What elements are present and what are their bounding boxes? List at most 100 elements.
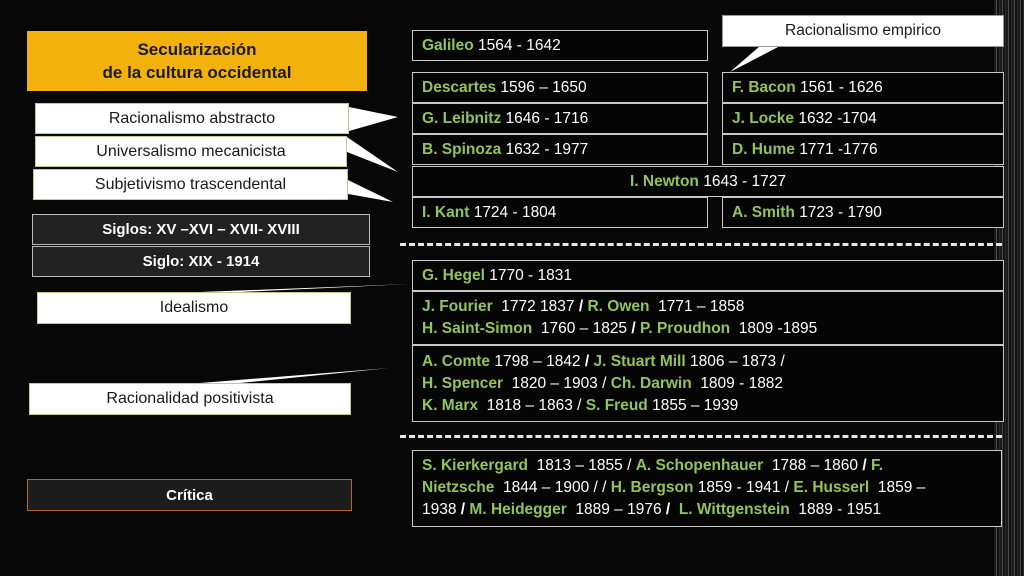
name-fourier: J. Fourier <box>422 298 493 315</box>
separator: / <box>584 352 590 370</box>
dates-saint-simon: 1760 – 1825 <box>540 320 628 337</box>
name-nietzsche: Nietzsche <box>422 479 495 496</box>
name-descartes: Descartes <box>422 78 497 96</box>
name-nietzsche-initial: F. <box>870 457 884 474</box>
name-locke: J. Locke <box>732 109 795 127</box>
dates-galileo: 1564 - 1642 <box>478 36 561 54</box>
name-smith: A. Smith <box>732 203 795 221</box>
dates-hume: 1771 -1776 <box>799 140 878 158</box>
dates-spinoza: 1632 - 1977 <box>505 140 589 158</box>
name-leibnitz: G. Leibnitz <box>422 109 502 127</box>
connector-mecanicista <box>347 137 398 172</box>
page-title: Secularización de la cultura occidental <box>27 31 367 91</box>
dates-locke: 1632 -1704 <box>798 109 877 127</box>
name-mill: J. Stuart Mill <box>593 352 686 370</box>
cell-positivists: A. Comte 1798 – 1842 / J. Stuart Mill 18… <box>412 345 1004 422</box>
connector-idealismo <box>200 284 410 292</box>
dates-schopenhauer: 1788 – 1860 <box>771 457 859 474</box>
name-bacon: F. Bacon <box>732 78 796 96</box>
dates-owen: 1771 – 1858 <box>658 298 745 315</box>
cell-utopian-socialists: J. Fourier 1772 1837 / R. Owen 1771 – 18… <box>412 291 1004 345</box>
dates-husserl: 1859 – <box>877 479 926 496</box>
dates-comte: 1798 – 1842 <box>494 352 581 370</box>
name-kierkergard: S. Kierkergard <box>422 457 528 474</box>
dates-kant: 1724 - 1804 <box>473 203 557 221</box>
dates-leibnitz: 1646 - 1716 <box>505 109 589 127</box>
row-marx-freud: K. Marx 1818 – 1863 / S. Freud 1855 – 19… <box>422 395 738 417</box>
name-owen: R. Owen <box>587 298 650 315</box>
row-comte-mill: A. Comte 1798 – 1842 / J. Stuart Mill 18… <box>422 351 785 373</box>
cell-newton: I. Newton 1643 - 1727 <box>412 166 1004 197</box>
dates-darwin: 1809 - 1882 <box>700 374 784 392</box>
label-universalismo-mecanicista: Universalismo mecanicista <box>35 136 347 167</box>
row-spencer-darwin: H. Spencer 1820 – 1903 / Ch. Darwin 1809… <box>422 373 783 395</box>
title-line-1: Secularización <box>137 40 257 59</box>
name-darwin: Ch. Darwin <box>610 374 692 392</box>
label-racionalidad-positivista: Racionalidad positivista <box>29 383 351 415</box>
dates-husserl-end: 1938 <box>422 501 457 518</box>
dates-bergson: 1859 - 1941 / <box>697 479 790 496</box>
name-husserl: E. Husserl <box>793 479 870 496</box>
cell-bacon: F. Bacon 1561 - 1626 <box>722 72 1004 103</box>
dates-fourier: 1772 1837 <box>501 298 575 315</box>
name-proudhon: P. Proudhon <box>640 320 731 337</box>
row-saint-simon-proudhon: H. Saint-Simon 1760 – 1825 / P. Proudhon… <box>422 318 817 340</box>
separator: / <box>631 320 636 337</box>
separator: / <box>578 298 584 315</box>
dates-proudhon: 1809 -1895 <box>738 320 818 337</box>
dates-newton: 1643 - 1727 <box>703 172 786 190</box>
label-racionalismo-abstracto: Racionalismo abstracto <box>35 103 349 134</box>
label-subjetivismo-trascendental: Subjetivismo trascendental <box>33 169 348 200</box>
name-hegel: G. Hegel <box>422 266 485 284</box>
cell-smith: A. Smith 1723 - 1790 <box>722 197 1004 228</box>
dates-spencer: 1820 – 1903 / <box>511 374 607 392</box>
label-siglos: Siglos: XV –XVI – XVII- XVIII <box>32 214 370 245</box>
cell-hegel: G. Hegel 1770 - 1831 <box>412 260 1004 291</box>
name-hume: D. Hume <box>732 140 795 158</box>
name-spencer: H. Spencer <box>422 374 503 392</box>
name-wittgenstein: L. Wittgenstein <box>678 501 790 518</box>
cell-hume: D. Hume 1771 -1776 <box>722 134 1004 165</box>
cell-locke: J. Locke 1632 -1704 <box>722 103 1004 134</box>
dates-smith: 1723 - 1790 <box>799 203 882 221</box>
name-newton: I. Newton <box>630 172 699 190</box>
cell-critique: S. Kierkergard 1813 – 1855 / A. Schopenh… <box>412 450 1002 527</box>
dates-hegel: 1770 - 1831 <box>489 266 572 284</box>
dates-marx: 1818 – 1863 / <box>486 396 582 414</box>
name-freud: S. Freud <box>585 396 648 414</box>
separator: / <box>862 457 867 474</box>
dates-mill: 1806 – 1873 / <box>689 352 785 370</box>
name-saint-simon: H. Saint-Simon <box>422 320 533 337</box>
title-line-2: de la cultura occidental <box>102 63 292 82</box>
label-siglo-xix: Siglo: XIX - 1914 <box>32 246 370 277</box>
dates-wittgenstein: 1889 - 1951 <box>798 501 882 518</box>
separator: / <box>460 501 466 518</box>
callout-racionalismo-empirico: Racionalismo empirico <box>722 15 1004 47</box>
dashed-divider-1 <box>400 243 1002 246</box>
name-spinoza: B. Spinoza <box>422 140 502 158</box>
dates-heidegger: 1889 – 1976 <box>575 501 662 518</box>
name-marx: K. Marx <box>422 396 478 414</box>
label-idealismo: Idealismo <box>37 292 351 324</box>
name-galileo: Galileo <box>422 36 474 54</box>
separator: / <box>665 501 671 518</box>
connector-positivista <box>200 368 390 383</box>
name-comte: A. Comte <box>422 352 491 370</box>
dates-freud: 1855 – 1939 <box>652 396 739 414</box>
dashed-divider-2 <box>400 435 1002 438</box>
name-schopenhauer: A. Schopenhauer <box>635 457 764 474</box>
cell-galileo: Galileo 1564 - 1642 <box>412 30 708 61</box>
name-kant: I. Kant <box>422 203 470 221</box>
label-critica: Crítica <box>27 479 352 511</box>
dates-bacon: 1561 - 1626 <box>800 78 883 96</box>
row-fourier-owen: J. Fourier 1772 1837 / R. Owen 1771 – 18… <box>422 296 744 318</box>
cell-leibnitz: G. Leibnitz 1646 - 1716 <box>412 103 708 134</box>
name-bergson: H. Bergson <box>610 479 694 496</box>
connector-trascendental <box>348 180 393 202</box>
cell-kant: I. Kant 1724 - 1804 <box>412 197 708 228</box>
dates-nietzsche: 1844 – 1900 / / <box>503 479 607 496</box>
name-heidegger: M. Heidegger <box>469 501 567 518</box>
connector-callout <box>730 46 780 72</box>
dates-descartes: 1596 – 1650 <box>500 78 587 96</box>
